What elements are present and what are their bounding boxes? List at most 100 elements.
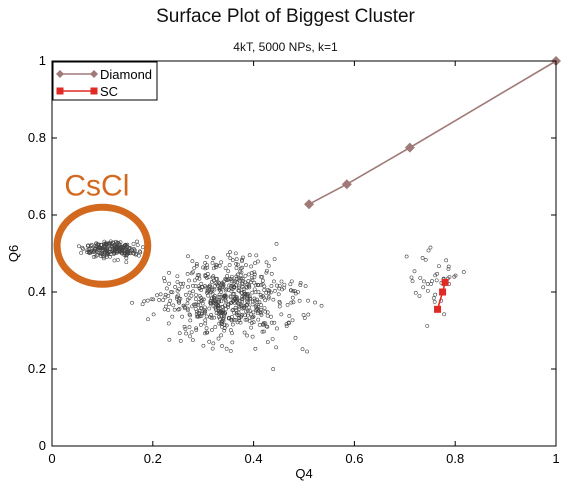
cloud-point	[161, 298, 165, 302]
cloud-point	[217, 281, 222, 286]
cloud-point	[430, 279, 434, 283]
cloud-point	[198, 314, 202, 319]
cloud-point	[291, 289, 296, 293]
cloud-point	[287, 321, 291, 326]
cloud-point	[203, 284, 207, 288]
cloud-point	[249, 321, 254, 325]
cloud-point	[233, 318, 238, 322]
cloud-point	[251, 299, 255, 304]
cloud-point	[187, 278, 191, 283]
cloud-point	[98, 251, 103, 256]
cloud-point	[289, 288, 293, 293]
cloud-point	[298, 281, 303, 285]
cloud-point	[123, 245, 127, 250]
cloud-point	[91, 254, 96, 259]
cloud-point	[272, 257, 277, 262]
series-layer	[304, 56, 561, 313]
cloud-point	[246, 284, 251, 289]
cloud-point	[95, 253, 99, 258]
cloud-point	[243, 273, 248, 278]
cloud-point	[135, 239, 139, 244]
cloud-point	[268, 290, 273, 295]
cloud-point	[224, 346, 229, 351]
cloud-point	[87, 251, 92, 256]
cloud-point	[221, 282, 226, 287]
cloud-point	[120, 251, 124, 256]
cloud-point	[461, 270, 466, 274]
cloud-point	[434, 278, 439, 283]
cloud-point	[203, 274, 208, 279]
cloud-point	[203, 318, 208, 323]
cloud-point	[303, 284, 308, 289]
cloud-point	[275, 326, 279, 331]
cloud-point	[291, 300, 296, 305]
cloud-point	[183, 292, 188, 297]
cloud-point	[237, 285, 242, 290]
cloud-point	[432, 299, 437, 304]
cloud-point	[251, 310, 256, 315]
cloud-point	[264, 260, 269, 265]
cloud-point	[240, 299, 244, 304]
cloud-point	[262, 329, 266, 334]
cloud-point	[253, 283, 258, 288]
cloud-point	[265, 324, 270, 329]
cloud-point	[151, 312, 156, 317]
cloud-point	[166, 293, 171, 298]
cloud-point	[251, 320, 256, 325]
cloud-point	[182, 306, 187, 311]
cloud-point	[133, 252, 138, 257]
cloud-point	[118, 245, 123, 250]
cloud-point	[215, 277, 219, 281]
cloud-point	[220, 285, 225, 290]
x-tick-label: 0.4	[245, 451, 263, 466]
legend-label: SC	[100, 84, 118, 99]
cloud-point	[211, 266, 216, 271]
cloud-point	[194, 293, 198, 297]
cloud-point	[178, 281, 183, 286]
cloud-point	[229, 289, 234, 293]
cloud-point	[447, 275, 452, 279]
cloud-point	[145, 298, 150, 303]
x-tick-label: 0.6	[345, 451, 363, 466]
cloud-point	[287, 314, 292, 318]
cloud-point	[234, 276, 239, 281]
cloud-point	[85, 243, 90, 248]
legend-box	[52, 61, 158, 101]
cloud-point	[240, 265, 245, 270]
cloud-point	[290, 318, 295, 323]
cloud-point	[206, 275, 211, 280]
cloud-point	[194, 262, 199, 266]
legend-marker	[56, 70, 64, 78]
cloud-point	[219, 290, 224, 294]
cloud-point	[433, 273, 438, 278]
cloud-point	[187, 325, 192, 330]
cloud-point	[201, 297, 206, 302]
cloud-point	[260, 274, 265, 279]
cloud-point	[196, 314, 200, 319]
cloud-point	[175, 296, 180, 301]
cloud-point	[167, 302, 172, 307]
cloud-point	[175, 280, 180, 284]
cloud-point	[210, 346, 215, 351]
cloud-point	[226, 269, 231, 274]
cloud-point	[261, 295, 266, 300]
cloud-point	[173, 285, 178, 289]
cloud-point	[250, 278, 255, 282]
cloud-point	[211, 341, 216, 346]
cloud-point	[266, 295, 271, 299]
cloud-point	[288, 282, 293, 287]
cloud-point	[227, 263, 232, 267]
cloud-point	[180, 284, 185, 289]
cloud-point	[245, 313, 250, 318]
cloud-point	[275, 283, 279, 288]
cloud-point	[230, 340, 235, 345]
cloud-point	[250, 302, 255, 307]
cloud-point	[127, 246, 132, 251]
cloud-point	[140, 302, 145, 307]
cloud-point	[182, 324, 187, 329]
y-tick-label: 1	[39, 53, 46, 68]
cloud-point	[205, 286, 210, 291]
cloud-point	[418, 276, 423, 280]
cloud-point	[259, 311, 263, 316]
y-tick-label: 0.6	[28, 207, 46, 222]
